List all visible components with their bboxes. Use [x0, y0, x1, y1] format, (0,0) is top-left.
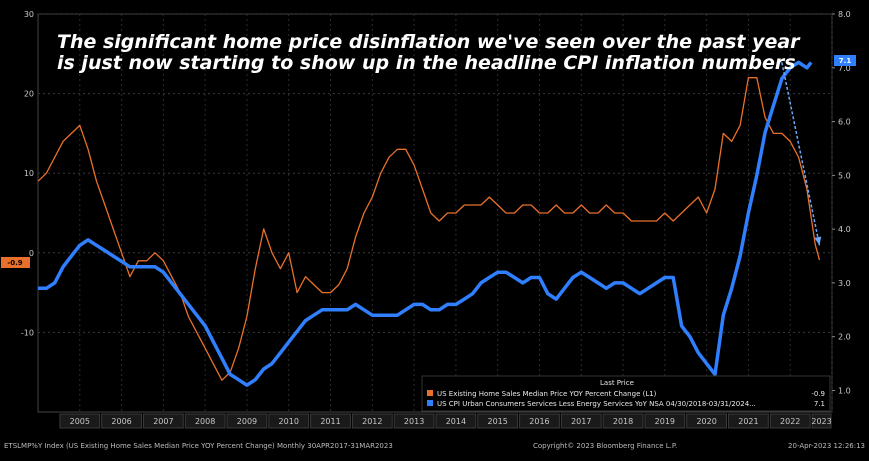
- x-tick-12: 2017: [571, 417, 591, 426]
- x-tick-11: 2016: [529, 417, 549, 426]
- right-badge-bg: [834, 55, 856, 66]
- series-line-1: [38, 60, 813, 387]
- right-tick-4: 4.0: [838, 225, 851, 234]
- trend-arrow-line: [781, 62, 821, 246]
- footer-center: Copyright© 2023 Bloomberg Finance L.P.: [533, 442, 677, 450]
- left-badge: -0.9: [1, 257, 30, 268]
- annotation-line-1: The significant home price disinflation …: [57, 31, 801, 53]
- x-tick-box-18: [811, 413, 832, 429]
- x-tick-box-9: [435, 413, 477, 429]
- right-tick-6: 2.0: [838, 333, 851, 342]
- left-tick-3: 0: [29, 249, 34, 258]
- x-tick-13: 2018: [613, 417, 633, 426]
- right-axis: 8.0 7.0 6.0 5.0 4.0 3.0 2.0 1.0: [832, 10, 851, 395]
- left-tick-2: 10: [24, 169, 34, 178]
- right-tick-3: 5.0: [838, 171, 851, 180]
- legend-label-orange: US Existing Home Sales Median Price YOY …: [437, 390, 657, 398]
- legend-value-blue: 7.1: [814, 400, 825, 408]
- right-tick-5: 3.0: [838, 279, 851, 288]
- x-tick-box-6: [310, 413, 351, 429]
- left-badge-bg: [1, 257, 30, 268]
- right-badge-value: 7.1: [839, 57, 852, 65]
- legend-swatch-orange: [427, 390, 433, 396]
- x-axis: 2005 2006 2007 2008 2009 2010 2011 2012 2013 2014…: [59, 413, 832, 429]
- x-tick-box-1: [101, 413, 142, 429]
- x-tick-9: 2014: [446, 417, 466, 426]
- footer-right: 20-Apr-2023 12:26:13: [788, 442, 865, 450]
- x-tick-18: 2023: [811, 417, 831, 426]
- legend-background: [421, 375, 831, 412]
- x-tick-8: 2013: [404, 417, 424, 426]
- x-tick-box-15: [686, 413, 728, 429]
- x-tick-1: 2006: [111, 417, 131, 426]
- x-tick-box-5: [268, 413, 310, 429]
- right-tick-0: 8.0: [838, 10, 851, 19]
- x-tick-7: 2012: [362, 417, 382, 426]
- left-badge-value: -0.9: [7, 259, 22, 267]
- x-tick-box-7: [351, 413, 393, 429]
- series-line-0: [37, 77, 821, 381]
- x-tick-5: 2010: [279, 417, 299, 426]
- trend-arrow: [781, 62, 822, 246]
- x-tick-0: 2005: [70, 417, 90, 426]
- plot-frame: [37, 13, 833, 413]
- legend-label-blue: US CPI Urban Consumers Services Less Ene…: [437, 400, 756, 408]
- x-tick-10: 2015: [488, 417, 508, 426]
- x-tick-box-11: [519, 413, 560, 429]
- trend-arrow-head: [814, 236, 822, 246]
- legend-swatch-blue: [427, 400, 433, 406]
- x-tick-6: 2011: [320, 417, 340, 426]
- footer-left: ETSLMP%Y Index (US Existing Home Sales M…: [4, 442, 393, 450]
- x-tick-4: 2009: [237, 417, 257, 426]
- legend-header: Last Price: [600, 379, 634, 387]
- x-tick-box-17: [769, 413, 811, 429]
- left-tick-1: 20: [24, 90, 34, 99]
- x-tick-2: 2007: [153, 417, 173, 426]
- legend: Last Price US Existing Home Sales Median…: [421, 375, 831, 412]
- x-tick-3: 2008: [195, 417, 215, 426]
- x-tick-box-2: [142, 413, 184, 429]
- right-tick-7: 1.0: [838, 386, 851, 395]
- x-tick-box-14: [644, 413, 686, 429]
- x-tick-box-0: [59, 413, 101, 429]
- x-tick-17: 2022: [780, 417, 800, 426]
- x-tick-15: 2020: [696, 417, 716, 426]
- right-tick-1: 7.0: [838, 64, 851, 73]
- series-layer: [37, 60, 821, 387]
- legend-value-orange: -0.9: [811, 390, 825, 398]
- x-tick-box-4: [226, 413, 268, 429]
- x-tick-box-12: [560, 413, 602, 429]
- left-tick-4: -10: [21, 328, 34, 337]
- x-tick-box-3: [184, 413, 226, 429]
- left-tick-0: 30: [24, 10, 34, 19]
- x-tick-14: 2019: [655, 417, 675, 426]
- right-tick-2: 6.0: [838, 118, 851, 127]
- x-tick-box-16: [728, 413, 769, 429]
- annotation-line-2: is just now starting to show up in the h…: [57, 52, 796, 74]
- x-tick-box-13: [602, 413, 644, 429]
- right-badge: 7.1: [834, 55, 856, 66]
- x-tick-box-8: [393, 413, 435, 429]
- left-axis: 30 20 10 0 -10: [21, 10, 34, 337]
- x-tick-box-10: [477, 413, 519, 429]
- x-tick-16: 2021: [738, 417, 758, 426]
